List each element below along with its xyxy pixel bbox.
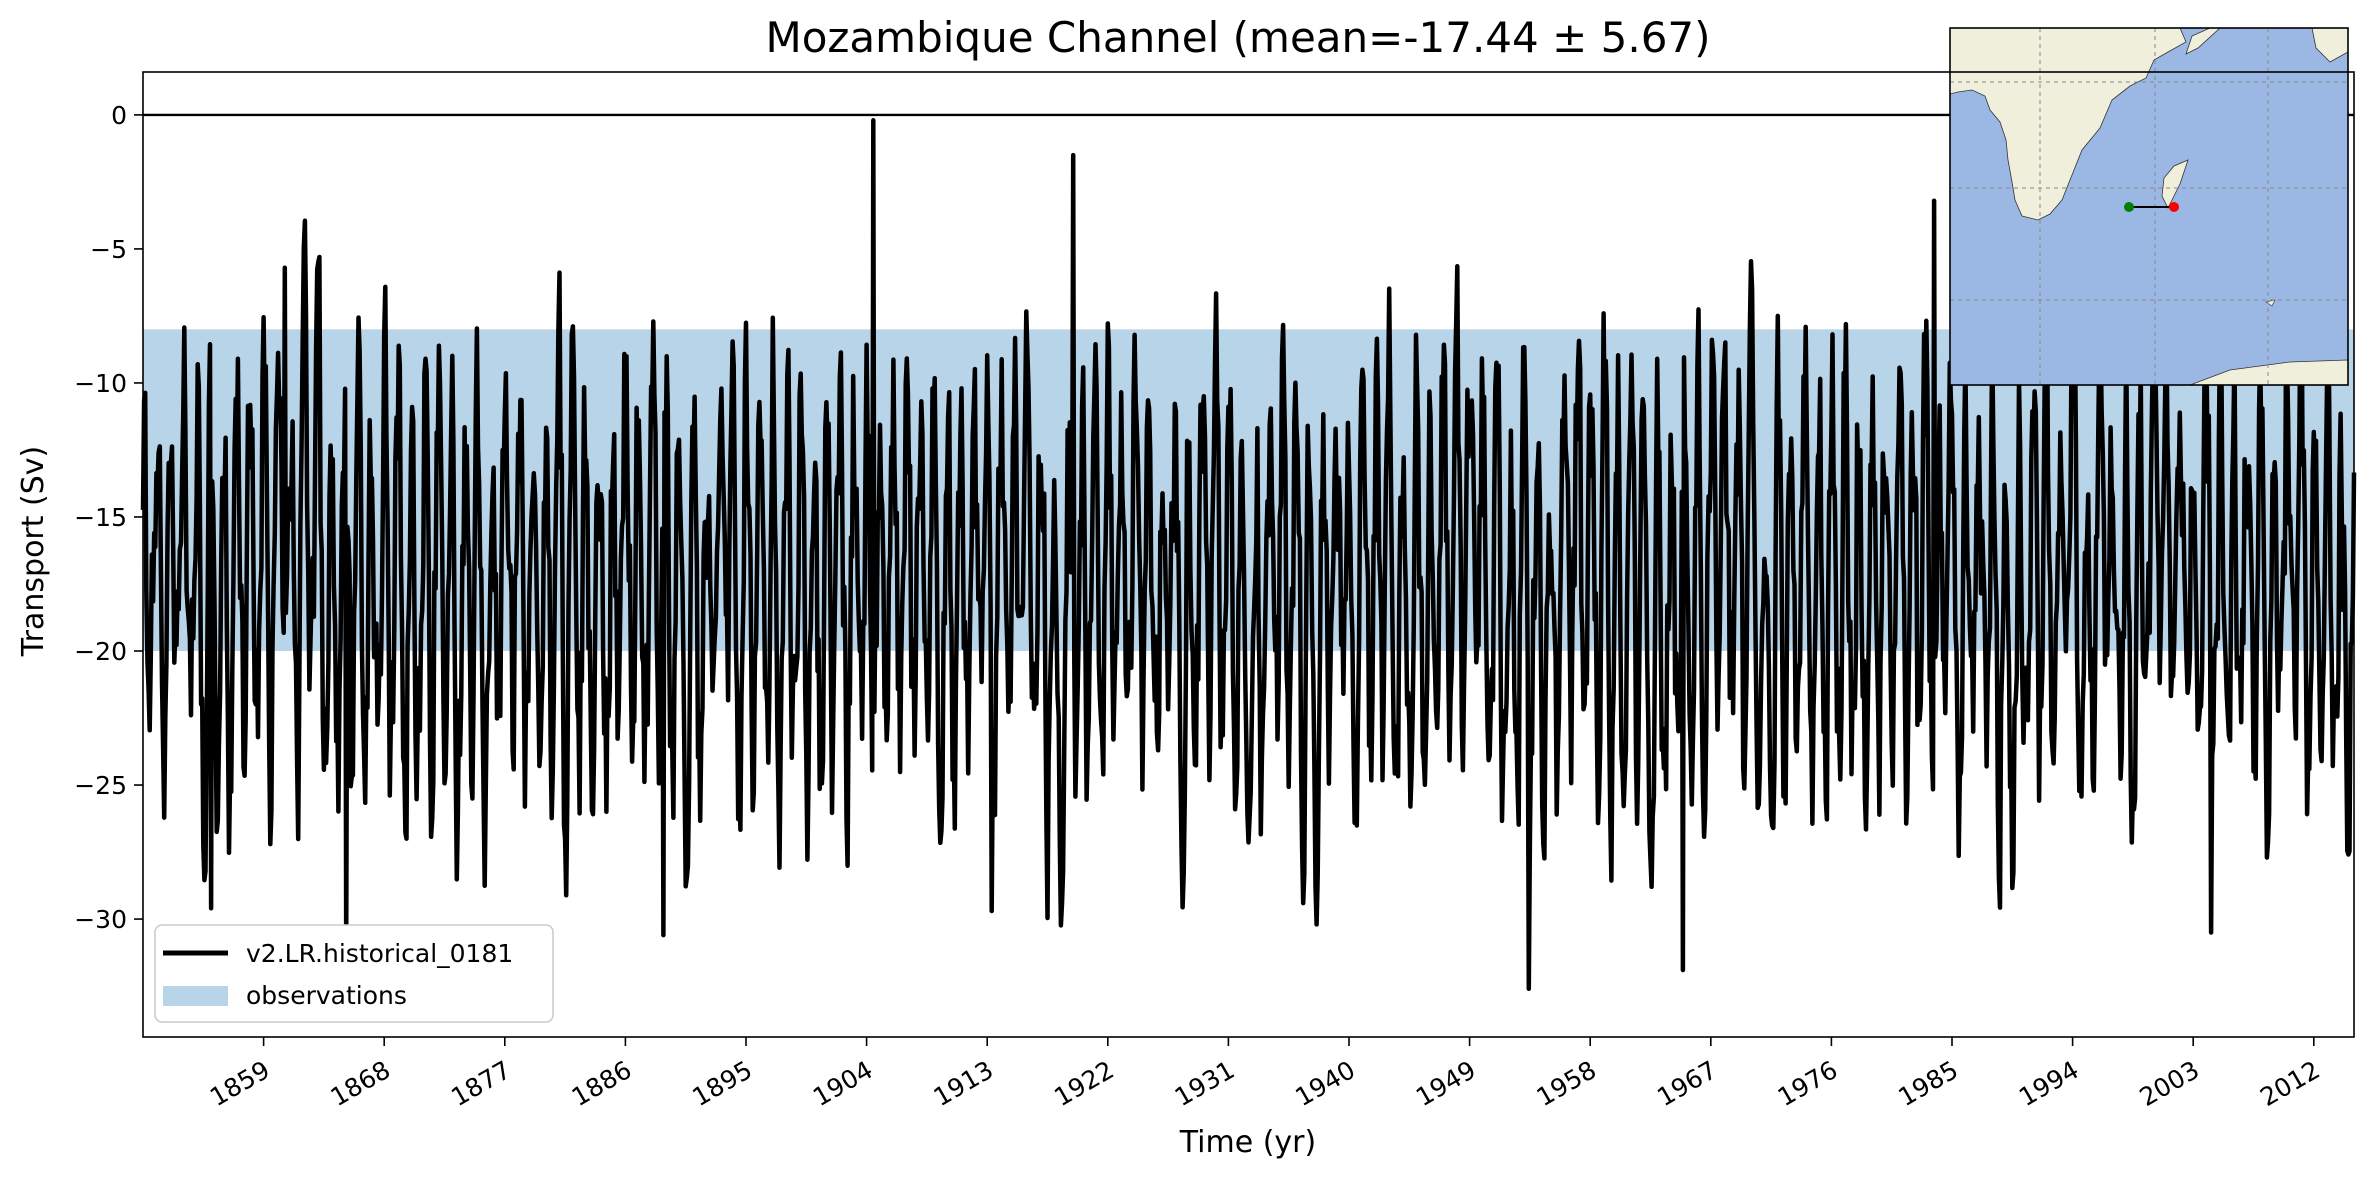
inset-land-africa (1950, 28, 2187, 221)
legend-frame (154, 924, 554, 1023)
legend-band-swatch (163, 986, 228, 1006)
series-line-v2-lr-historical-0181 (140, 118, 2357, 992)
y-tick-label: −5 (90, 235, 127, 264)
x-axis-label: Time (yr) (1179, 1125, 1316, 1160)
inset-frame (1949, 27, 2349, 386)
legend-entry-series: v2.LR.historical_0181 (246, 939, 513, 968)
inset-section-end (2169, 202, 2179, 212)
inset-land-antarctica (2189, 359, 2348, 385)
inset-map (1949, 27, 2349, 386)
chart-title: Mozambique Channel (mean=-17.44 ± 5.67) (765, 13, 1710, 62)
y-tick-label: −25 (74, 771, 127, 800)
legend: v2.LR.historical_0181 observations (154, 924, 554, 1023)
y-tick-label: −15 (74, 503, 127, 532)
y-axis: 0 −5 −10 −15 −20 −25 −30 (74, 101, 143, 934)
inset-land-arabia (2185, 28, 2221, 55)
y-axis-label: Transport (Sv) (16, 446, 51, 658)
plot-frame (142, 71, 2355, 1038)
y-tick-label: −10 (74, 369, 127, 398)
inset-section-start (2124, 202, 2134, 212)
legend-entry-observations: observations (246, 981, 407, 1010)
y-tick-label: −30 (74, 905, 127, 934)
inset-land-madagascar (2161, 159, 2189, 209)
inset-land-asia (2311, 28, 2348, 63)
y-tick-label: −20 (74, 637, 127, 666)
y-tick-label: 0 (111, 101, 127, 130)
